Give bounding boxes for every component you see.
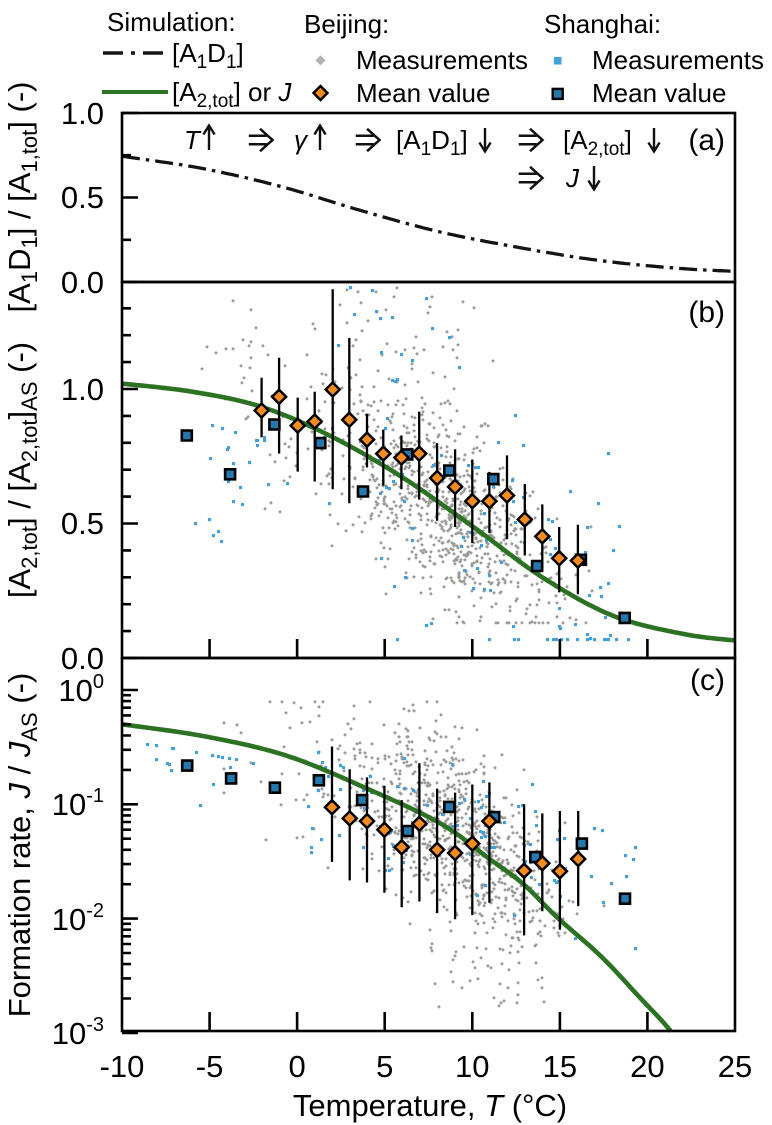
svg-text:T: T: [184, 125, 202, 155]
svg-text:Beijing:: Beijing:: [304, 9, 389, 39]
svg-text:0.0: 0.0: [61, 265, 104, 300]
svg-text:Shanghai:: Shanghai:: [544, 9, 661, 39]
svg-text:(c): (c): [690, 664, 725, 697]
svg-text:15: 15: [543, 1049, 577, 1084]
svg-text:Simulation:: Simulation:: [107, 7, 236, 37]
svg-text:0.5: 0.5: [61, 180, 104, 215]
svg-text:5: 5: [376, 1049, 393, 1084]
svg-text:-10: -10: [100, 1049, 145, 1084]
svg-text:[A1D1]: [A1D1]: [396, 125, 468, 160]
svg-text:J: J: [565, 163, 580, 193]
svg-text:γ: γ: [294, 125, 309, 155]
svg-text:(b): (b): [688, 296, 725, 329]
svg-text:0: 0: [288, 1049, 305, 1084]
svg-text:0.0: 0.0: [61, 641, 104, 676]
svg-text:Mean value: Mean value: [592, 78, 726, 108]
svg-text:10-3: 10-3: [52, 1014, 104, 1051]
svg-text:(a): (a): [688, 124, 725, 157]
svg-text:100: 100: [58, 671, 104, 708]
svg-text:-5: -5: [196, 1049, 224, 1084]
svg-text:Mean value: Mean value: [356, 78, 490, 108]
svg-text:10-1: 10-1: [52, 785, 104, 822]
svg-text:0.5: 0.5: [61, 506, 104, 541]
svg-text:1.0: 1.0: [61, 372, 104, 407]
svg-text:25: 25: [718, 1049, 752, 1084]
svg-text:1.0: 1.0: [61, 96, 104, 131]
svg-text:[A2,tot] or J: [A2,tot] or J: [172, 77, 292, 112]
svg-text:10-2: 10-2: [52, 900, 104, 937]
svg-text:Measurements: Measurements: [592, 45, 764, 75]
svg-text:Measurements: Measurements: [356, 45, 528, 75]
svg-text:10: 10: [455, 1049, 489, 1084]
svg-text:Temperature, T (°C): Temperature, T (°C): [293, 1088, 567, 1123]
svg-text:[A1D1] / [A1,tot] (-): [A1D1] / [A1,tot] (-): [2, 82, 42, 313]
svg-text:20: 20: [630, 1049, 664, 1084]
